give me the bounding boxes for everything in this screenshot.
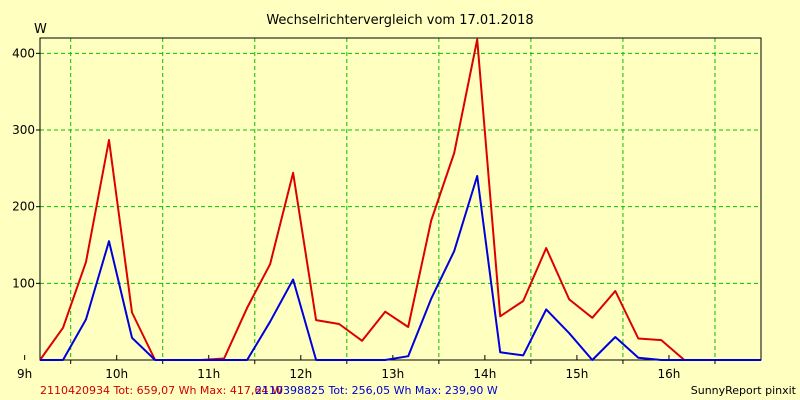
legend-series-1: 2110420934 Tot: 659,07 Wh Max: 417,64 W (40, 384, 283, 397)
plot-frame (39, 37, 762, 361)
y-axis-unit: W (34, 22, 47, 37)
series-layer (39, 38, 761, 361)
legend-series-2: 2110398825 Tot: 256,05 Wh Max: 239,90 W (255, 384, 498, 397)
x-tick-label: 16h (658, 367, 681, 381)
x-tick-label: 15h (565, 367, 588, 381)
x-tick-label: 13h (381, 367, 404, 381)
chart-credit: SunnyReport pinxit (691, 384, 797, 397)
x-tick-label: 14h (473, 367, 496, 381)
series-line-2 (40, 175, 761, 361)
x-tick-label: 11h (197, 367, 220, 381)
chart-title: Wechselrichtervergleich vom 17.01.2018 (266, 13, 533, 28)
y-tick-label: 200 (12, 200, 35, 214)
y-tick-label: 100 (12, 276, 35, 290)
tick-layer: 9h 10h 11h 12h 13h 14h 15h 16h 100 200 300 400 (12, 46, 716, 381)
x-tick-label: 12h (289, 367, 312, 381)
x-tick-label: 10h (105, 367, 128, 381)
x-tick-label: 9h (17, 367, 32, 381)
y-tick-label: 400 (12, 46, 35, 60)
y-tick-label: 300 (12, 123, 35, 137)
